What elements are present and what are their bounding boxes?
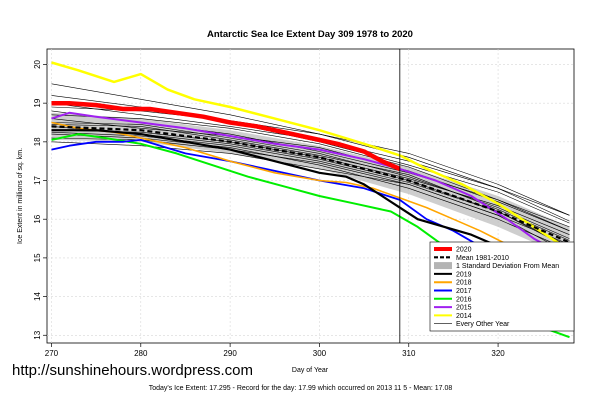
x-tick-label: 320 — [491, 349, 505, 358]
series-line-2018 — [51, 121, 570, 294]
mean-line-path — [51, 125, 570, 244]
x-axis-label: Day of Year — [292, 367, 329, 374]
other-year-line — [51, 124, 570, 241]
watermark-url: http://sunshinehours.wordpress.com — [12, 362, 253, 379]
legend-label: 2017 — [456, 288, 472, 295]
x-axis-ticks: 270 280 290 300 310 320 — [45, 343, 505, 358]
legend-swatch — [434, 262, 452, 270]
legend-label: 2019 — [456, 271, 472, 278]
x-tick-label: 290 — [223, 349, 237, 358]
x-tick-label: 270 — [45, 349, 59, 358]
y-tick-label: 15 — [33, 253, 42, 262]
y-tick-label: 19 — [33, 98, 42, 107]
y-axis-ticks: 13 14 15 16 17 18 19 20 — [33, 59, 47, 340]
x-tick-label: 280 — [134, 349, 148, 358]
y-tick-label: 16 — [33, 214, 42, 223]
legend-label: 2014 — [456, 313, 472, 320]
x-tick-label: 300 — [313, 349, 327, 358]
legend-label: 2018 — [456, 280, 472, 287]
chart-title: Antarctic Sea Ice Extent Day 309 1978 to… — [207, 29, 413, 40]
std-band-area — [51, 112, 570, 258]
y-axis-label: Ice Extent in millions of sq. km. — [17, 148, 24, 244]
other-year-line — [51, 122, 570, 239]
y-tick-label: 20 — [33, 59, 42, 68]
mean-line — [51, 125, 570, 244]
legend-label: 1 Standard Deviation From Mean — [456, 263, 559, 270]
series-line-2015 — [51, 111, 570, 259]
legend-label: Every Other Year — [456, 321, 510, 328]
legend-label: Mean 1981-2010 — [456, 255, 509, 262]
legend-label: 2015 — [456, 305, 472, 312]
y-tick-label: 17 — [33, 176, 42, 185]
legend-label: 2016 — [456, 296, 472, 303]
std-deviation-band — [51, 112, 570, 258]
y-tick-label: 14 — [33, 292, 42, 301]
other-year-line — [51, 129, 570, 235]
series-line-2020 — [51, 100, 401, 171]
other-year-line — [51, 118, 570, 232]
footer-stats: Today's Ice Extent: 17.295 - Record for … — [148, 385, 453, 392]
legend-box — [429, 241, 575, 332]
series-line-2014 — [51, 61, 571, 252]
legend-label: 2020 — [456, 247, 472, 254]
plot-frame — [46, 48, 575, 344]
y-tick-label: 13 — [33, 330, 42, 339]
x-tick-label: 310 — [402, 349, 416, 358]
y-tick-label: 18 — [33, 137, 42, 146]
